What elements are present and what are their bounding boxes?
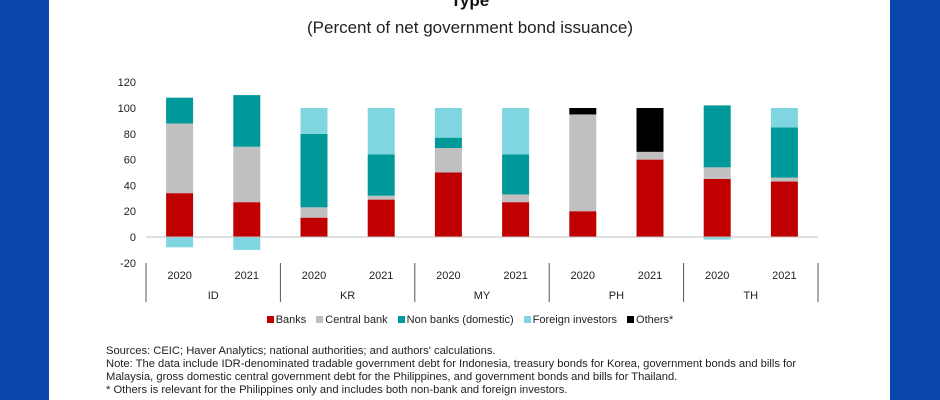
x-tick-label-year: 2020 (705, 270, 729, 282)
x-group-label-kr: KR (340, 290, 355, 302)
legend-label: Others* (636, 314, 674, 326)
legend-item-banks: Banks (266, 314, 307, 326)
bar-banks-id-2021 (233, 202, 261, 237)
bar-central-bank-my-2021 (502, 194, 530, 203)
bar-foreign-id-2020 (166, 237, 194, 248)
bar-foreign-kr-2020 (300, 108, 328, 134)
legend-label: Foreign investors (532, 314, 618, 326)
x-tick-label-year: 2021 (503, 270, 527, 282)
x-tick-label-year: 2020 (436, 270, 460, 282)
bar-central-bank-ph-2021 (636, 151, 664, 160)
stacked-bar-chart: -20 0 20 40 60 80 100 120 2020 2021 2020 2021 2020 20… (118, 77, 819, 302)
y-tick-label: 100 (118, 103, 136, 115)
bar-banks-th-2021 (770, 181, 798, 237)
chart-subtitle: (Percent of net government bond issuance… (306, 18, 634, 37)
bar-central-bank-th-2021 (770, 177, 798, 182)
note-text-line2: Malaysia, gross domestic central governm… (106, 371, 678, 383)
bar-central-bank-th-2020 (703, 167, 731, 179)
y-tick-label: 120 (118, 77, 136, 89)
sources-text: Sources: CEIC; Haver Analytics; national… (106, 345, 496, 357)
bar-non-banks-id-2021 (233, 95, 261, 147)
bar-banks-kr-2021 (367, 199, 395, 237)
bar-banks-my-2020 (434, 172, 462, 237)
x-group-label-ph: PH (609, 290, 624, 302)
legend-label: Banks (275, 314, 307, 326)
y-tick-label: 80 (124, 129, 136, 141)
bar-central-bank-my-2020 (434, 147, 462, 173)
bar-central-bank-id-2021 (233, 146, 261, 203)
legend-item-non-banks: Non banks (domestic) (397, 314, 514, 326)
chart-title: Type (450, 0, 490, 10)
y-tick-label: 60 (124, 155, 136, 167)
legend-swatch (523, 316, 531, 323)
y-tick-label: 40 (124, 180, 136, 192)
bar-banks-my-2021 (502, 202, 530, 237)
legend-label: Non banks (domestic) (406, 314, 514, 326)
bar-foreign-th-2021 (770, 108, 798, 128)
legend-label: Central bank (325, 314, 388, 326)
bar-non-banks-th-2021 (770, 127, 798, 178)
x-tick-label-year: 2021 (638, 270, 662, 282)
bar-central-bank-kr-2020 (300, 207, 328, 218)
x-group-label-id: ID (208, 290, 219, 302)
bar-central-bank-id-2020 (166, 123, 194, 194)
bar-central-bank-ph-2020 (569, 114, 597, 212)
x-group-label-th: TH (743, 290, 758, 302)
bar-foreign-id-2021 (233, 237, 261, 250)
bar-non-banks-kr-2021 (367, 154, 395, 196)
bar-foreign-th-2020 (703, 237, 731, 240)
y-tick-label: 0 (130, 232, 136, 244)
x-tick-label-year: 2020 (167, 270, 191, 282)
x-tick-label-year: 2020 (302, 270, 326, 282)
bar-foreign-my-2021 (502, 108, 530, 155)
bar-non-banks-th-2020 (703, 105, 731, 168)
notes: Sources: CEIC; Haver Analytics; national… (106, 345, 896, 397)
bar-non-banks-my-2021 (502, 154, 530, 195)
bar-banks-ph-2021 (636, 159, 664, 237)
bar-central-bank-kr-2021 (367, 195, 395, 200)
legend-item-others: Others* (627, 314, 673, 326)
x-group-label-my: MY (474, 290, 491, 302)
bar-banks-kr-2020 (300, 217, 328, 237)
legend-item-foreign: Foreign investors (523, 314, 618, 326)
footnote-text: * Others is relevant for the Philippines… (106, 384, 568, 396)
bar-non-banks-kr-2020 (300, 133, 328, 208)
bar-banks-id-2020 (166, 193, 194, 237)
x-tick-label-year: 2021 (772, 270, 796, 282)
x-tick-label-year: 2020 (571, 270, 595, 282)
legend-swatch (316, 316, 324, 323)
bar-foreign-my-2020 (434, 108, 462, 138)
bar-non-banks-id-2020 (166, 97, 194, 124)
y-tick-label: 20 (124, 206, 136, 218)
note-text-line1: Note: The data include IDR-denominated t… (106, 358, 797, 370)
legend-swatch (627, 316, 635, 323)
bar-banks-ph-2020 (569, 211, 597, 237)
bar-non-banks-my-2020 (434, 137, 462, 148)
x-tick-label-year: 2021 (235, 270, 259, 282)
legend-swatch (397, 316, 405, 323)
bar-others-ph-2021 (636, 108, 664, 152)
legend-item-central-bank: Central bank (316, 314, 388, 326)
bar-foreign-kr-2021 (367, 108, 395, 155)
bar-banks-th-2020 (703, 178, 731, 237)
bar-others-ph-2020 (569, 108, 597, 115)
y-tick-label: -20 (120, 258, 136, 270)
legend: Banks Central bank Non banks (domestic) For… (0, 314, 940, 326)
legend-swatch (266, 316, 274, 323)
x-tick-label-year: 2021 (369, 270, 393, 282)
